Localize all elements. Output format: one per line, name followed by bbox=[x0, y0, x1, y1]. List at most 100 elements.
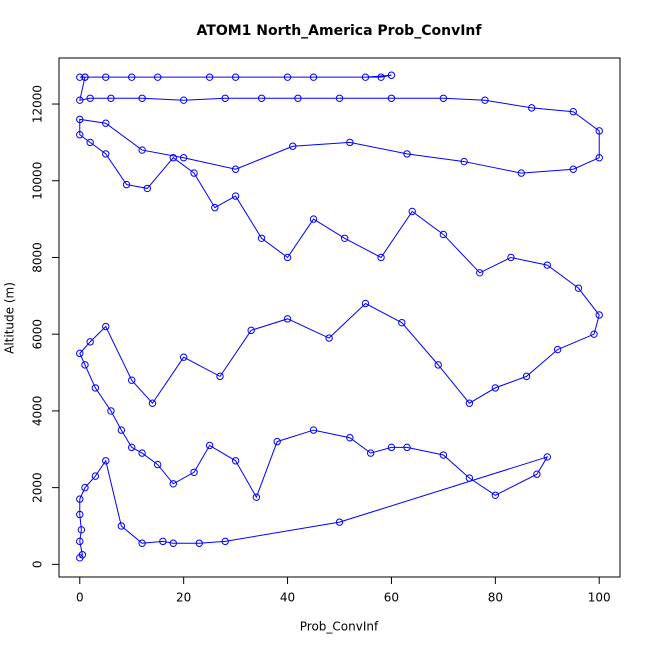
data-point bbox=[252, 493, 261, 501]
data-point bbox=[221, 537, 229, 546]
data-point bbox=[522, 372, 531, 381]
data-point bbox=[102, 322, 110, 331]
data-point bbox=[377, 253, 385, 262]
data-point bbox=[273, 437, 281, 446]
data-point bbox=[107, 94, 115, 102]
data-point bbox=[387, 94, 396, 102]
x-tick-label: 80 bbox=[488, 591, 503, 605]
data-point bbox=[231, 192, 240, 200]
data-point bbox=[148, 399, 157, 407]
data-point bbox=[190, 468, 198, 476]
data-point bbox=[325, 334, 333, 342]
data-point bbox=[340, 234, 349, 242]
data-point bbox=[465, 399, 474, 407]
data-point bbox=[231, 165, 240, 173]
data-point bbox=[481, 96, 489, 104]
x-tick-label: 60 bbox=[384, 591, 399, 605]
data-point bbox=[283, 315, 292, 323]
y-tick-label: 6000 bbox=[31, 319, 45, 350]
data-point bbox=[309, 215, 318, 223]
data-point bbox=[138, 449, 146, 457]
data-point bbox=[434, 361, 442, 369]
data-point bbox=[403, 150, 411, 158]
data-point bbox=[153, 460, 162, 469]
x-axis-label: Prob_ConvInf bbox=[300, 620, 379, 634]
data-point bbox=[283, 253, 292, 262]
data-point bbox=[138, 539, 146, 547]
data-line bbox=[79, 74, 600, 559]
data-point bbox=[595, 127, 603, 135]
data-point bbox=[398, 318, 406, 327]
data-point bbox=[408, 207, 416, 216]
data-point bbox=[231, 73, 240, 81]
data-point bbox=[543, 453, 551, 461]
data-point bbox=[117, 426, 126, 434]
data-point bbox=[122, 180, 131, 189]
data-point bbox=[569, 108, 577, 116]
data-point bbox=[86, 338, 94, 346]
data-point bbox=[107, 407, 115, 415]
data-point bbox=[247, 326, 255, 335]
data-point bbox=[590, 330, 598, 338]
data-point bbox=[346, 138, 354, 147]
y-tick-label: 4000 bbox=[31, 396, 45, 427]
data-point bbox=[102, 119, 110, 127]
data-point bbox=[574, 284, 583, 292]
data-point bbox=[117, 522, 126, 530]
data-point bbox=[138, 94, 146, 102]
data-point bbox=[169, 539, 177, 547]
data-point bbox=[76, 96, 84, 104]
data-point bbox=[190, 169, 198, 177]
data-point bbox=[76, 73, 84, 81]
data-point bbox=[569, 165, 577, 173]
x-tick-label: 20 bbox=[176, 591, 191, 605]
data-point bbox=[387, 71, 396, 79]
data-point bbox=[81, 483, 89, 492]
data-point bbox=[309, 73, 318, 81]
data-point bbox=[216, 372, 224, 381]
data-point bbox=[387, 443, 396, 452]
data-point bbox=[346, 434, 354, 442]
data-point bbox=[138, 146, 146, 154]
data-point bbox=[439, 94, 448, 102]
data-point bbox=[335, 94, 344, 102]
data-point bbox=[102, 150, 110, 158]
data-point bbox=[153, 73, 162, 81]
data-point bbox=[595, 311, 603, 319]
data-point bbox=[77, 526, 86, 534]
data-point bbox=[476, 269, 484, 277]
data-point bbox=[169, 480, 177, 488]
data-point bbox=[169, 154, 177, 162]
data-point bbox=[86, 94, 94, 102]
y-tick-label: 8000 bbox=[31, 242, 45, 273]
y-tick-label: 0 bbox=[31, 561, 45, 569]
data-point bbox=[211, 203, 219, 212]
data-point bbox=[102, 73, 110, 81]
data-point bbox=[366, 449, 375, 457]
chart-title: ATOM1 North_America Prob_ConvInf bbox=[197, 23, 483, 39]
data-point bbox=[507, 253, 515, 262]
data-point bbox=[81, 361, 89, 369]
data-point bbox=[86, 138, 94, 147]
data-point bbox=[533, 470, 541, 478]
data-point bbox=[465, 474, 474, 482]
data-point bbox=[309, 426, 318, 434]
data-point bbox=[179, 154, 188, 162]
data-point bbox=[76, 510, 84, 519]
data-point bbox=[221, 94, 229, 102]
data-point bbox=[403, 443, 411, 452]
data-point bbox=[553, 345, 562, 354]
data-point bbox=[257, 94, 266, 102]
data-point bbox=[179, 353, 188, 361]
y-tick-label: 10000 bbox=[31, 162, 45, 200]
data-point bbox=[361, 299, 370, 308]
data-point bbox=[439, 451, 448, 459]
x-tick-label: 40 bbox=[280, 591, 295, 605]
data-point bbox=[439, 230, 448, 239]
data-point bbox=[91, 472, 100, 480]
data-point bbox=[257, 234, 266, 242]
data-point bbox=[76, 495, 84, 503]
data-point bbox=[205, 73, 214, 81]
